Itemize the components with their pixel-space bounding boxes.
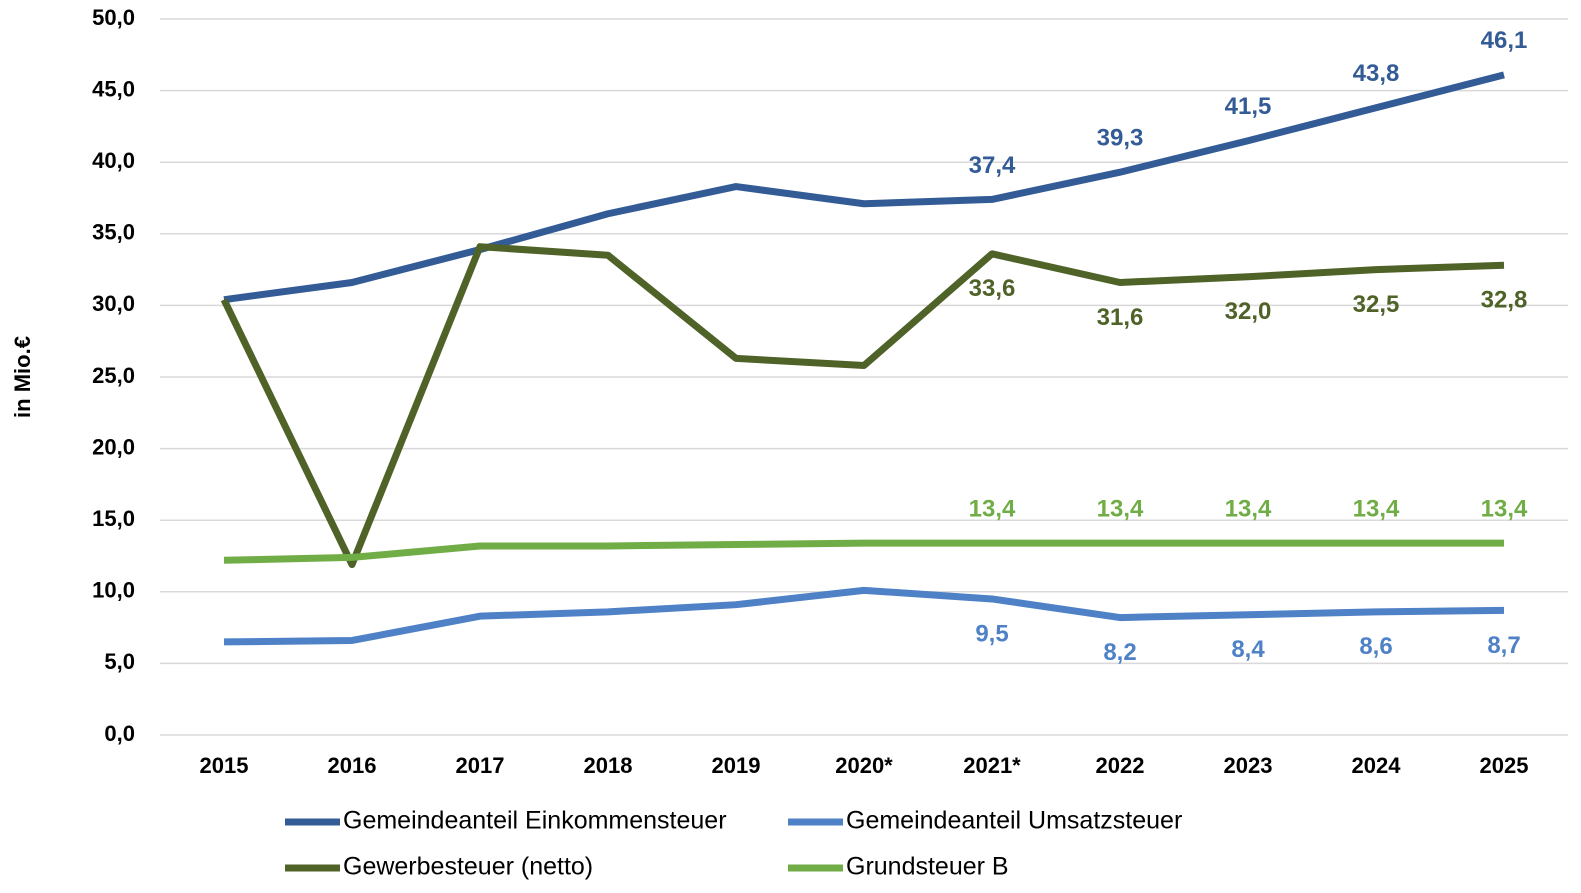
legend-label: Gemeindeanteil Einkommensteuer	[343, 807, 727, 835]
series-line	[220, 243, 1505, 569]
data-label: 46,1	[1481, 27, 1528, 54]
x-tick-label: 2017	[456, 753, 505, 778]
x-tick-label: 2024	[1352, 753, 1402, 778]
data-label: 33,6	[969, 275, 1016, 302]
data-label: 8,4	[1231, 636, 1265, 663]
y-tick-label: 0,0	[104, 721, 135, 746]
data-label: 32,0	[1225, 298, 1272, 325]
x-tick-label: 2022	[1096, 753, 1145, 778]
data-label: 13,4	[1225, 495, 1272, 522]
series-line	[223, 71, 1505, 304]
series-line	[223, 539, 1504, 564]
data-label: 13,4	[1353, 495, 1400, 522]
y-tick-label: 50,0	[92, 5, 135, 30]
x-tick-label: 2020*	[835, 753, 893, 778]
series-line	[223, 586, 1505, 646]
y-tick-label: 35,0	[92, 220, 135, 245]
y-axis-label: in Mio.€	[10, 336, 35, 418]
y-tick-label: 15,0	[92, 506, 135, 531]
x-tick-label: 2015	[200, 753, 249, 778]
x-tick-label: 2021*	[963, 753, 1021, 778]
data-label: 13,4	[969, 495, 1016, 522]
x-tick-label: 2019	[712, 753, 761, 778]
data-label: 37,4	[969, 152, 1016, 179]
y-tick-label: 10,0	[92, 578, 135, 603]
x-tick-label: 2025	[1480, 753, 1529, 778]
legend-label: Gemeindeanteil Umsatzsteuer	[846, 807, 1182, 835]
data-label: 13,4	[1097, 495, 1144, 522]
data-label: 9,5	[975, 620, 1008, 647]
data-label: 43,8	[1353, 60, 1400, 87]
data-label: 8,2	[1103, 639, 1136, 666]
data-label: 41,5	[1225, 93, 1272, 120]
y-tick-label: 30,0	[92, 291, 135, 316]
data-label: 13,4	[1481, 495, 1528, 522]
data-label: 8,6	[1359, 633, 1392, 660]
data-label: 32,8	[1481, 287, 1528, 314]
x-tick-label: 2023	[1224, 753, 1273, 778]
x-tick-label: 2016	[328, 753, 377, 778]
y-tick-label: 40,0	[92, 148, 135, 173]
y-tick-label: 20,0	[92, 434, 135, 459]
y-tick-label: 45,0	[92, 76, 135, 101]
data-label: 39,3	[1097, 125, 1144, 152]
x-tick-label: 2018	[584, 753, 633, 778]
legend-label: Grundsteuer B	[846, 853, 1009, 881]
legend-label: Gewerbesteuer (netto)	[343, 853, 593, 881]
y-tick-label: 25,0	[92, 363, 135, 388]
data-label: 8,7	[1487, 632, 1520, 659]
data-label: 32,5	[1353, 291, 1400, 318]
data-label: 31,6	[1097, 304, 1144, 331]
y-tick-label: 5,0	[104, 649, 135, 674]
